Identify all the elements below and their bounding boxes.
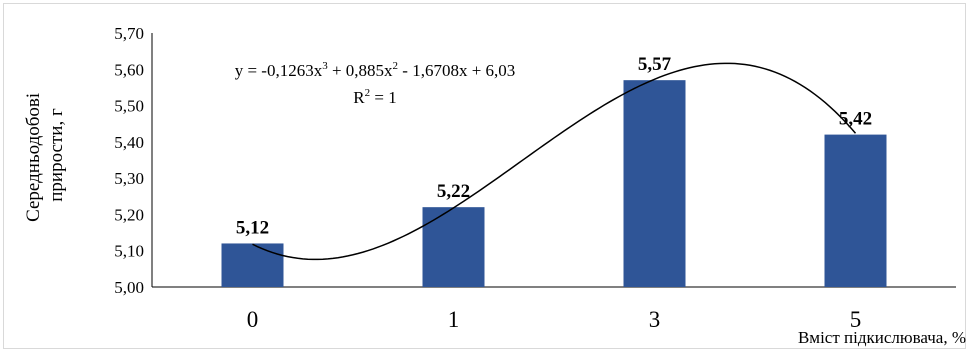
y-tick-label: 5,20: [114, 205, 144, 224]
bar: [422, 207, 485, 287]
data-labels-group: 5,12 5,22 5,57 5,42: [236, 54, 872, 238]
x-tick-label: 0: [247, 307, 259, 332]
y-tick-label: 5,30: [114, 169, 144, 188]
trendline-r2: R2 = 1: [353, 87, 396, 107]
y-axis-title-line1: Середньодобові: [23, 93, 44, 222]
r2-suffix: = 1: [370, 88, 397, 107]
bar: [221, 243, 284, 287]
y-tick-label: 5,50: [114, 97, 144, 116]
equation-sup-2: 2: [393, 60, 399, 72]
equation-sup-3: 3: [322, 60, 328, 72]
data-label: 5,12: [236, 217, 269, 238]
data-label: 5,57: [638, 54, 672, 75]
x-tick-label: 3: [649, 307, 661, 332]
bar: [824, 134, 887, 287]
bar: [623, 80, 686, 288]
x-axis-title: Вміст підкислювача, %: [798, 328, 966, 347]
y-tick-label: 5,10: [114, 242, 144, 261]
trendline-equation: y = -0,1263x3 + 0,885x2 - 1,6708x + 6,03: [235, 60, 516, 80]
equation-part-2: + 0,885x: [328, 61, 393, 80]
equation-part-1: y = -0,1263x: [235, 61, 323, 80]
chart-border: [3, 3, 966, 349]
y-tick-label: 5,40: [114, 133, 144, 152]
y-tick-label: 5,00: [114, 278, 144, 297]
trendline: [252, 62, 857, 261]
r2-sup: 2: [365, 87, 371, 99]
equation-part-3: - 1,6708x + 6,03: [398, 61, 515, 80]
y-tick-label: 5,70: [114, 24, 144, 43]
y-tick-label: 5,60: [114, 60, 144, 79]
bars-group: [221, 80, 887, 288]
y-axis-title: Середньодобові прирости, г: [23, 88, 67, 222]
x-tick-label: 1: [448, 307, 460, 332]
data-label: 5,42: [839, 109, 872, 130]
x-axis-ticks: 0 1 3 5: [247, 307, 862, 332]
y-axis-ticks: 5,00 5,10 5,20 5,30 5,40 5,50 5,60 5,70: [114, 24, 144, 297]
y-axis-title-line2: прирости, г: [46, 108, 67, 202]
x-tick-label: 5: [850, 307, 862, 332]
data-label: 5,22: [437, 181, 470, 202]
r2-prefix: R: [353, 88, 365, 107]
